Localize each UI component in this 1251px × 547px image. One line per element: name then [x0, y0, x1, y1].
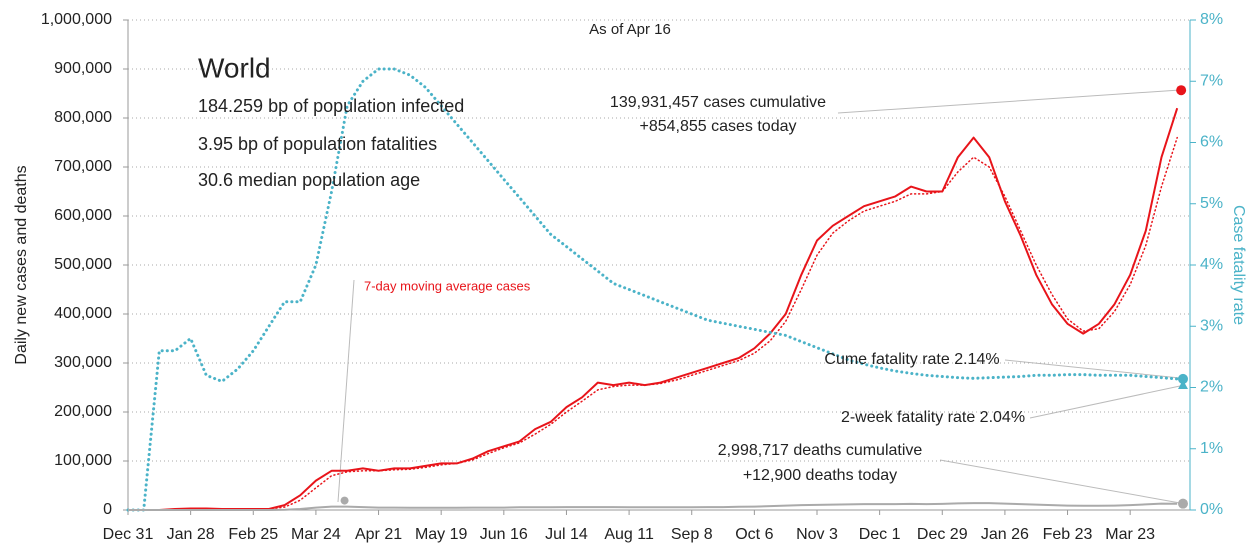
series-line — [128, 107, 1179, 511]
y-tick-label: 700,000 — [54, 158, 112, 175]
x-tick-label: May 19 — [415, 526, 468, 543]
x-tick-label: Feb 23 — [1043, 526, 1093, 543]
y-tick-label: 400,000 — [54, 305, 112, 322]
y-tick-label: 300,000 — [54, 354, 112, 371]
x-tick-label: Jun 16 — [480, 526, 528, 543]
y2-tick-label: 3% — [1200, 317, 1223, 334]
x-tick-label: Jan 28 — [167, 526, 215, 543]
y2-axis-title: Case fatality rate — [1230, 205, 1247, 325]
annotation: 184.259 bp of population infected — [198, 96, 464, 116]
y-tick-label: 500,000 — [54, 256, 112, 273]
series-line — [127, 136, 1178, 511]
y2-tick-label: 7% — [1200, 72, 1223, 89]
connector — [1004, 359, 1181, 379]
connectors — [337, 89, 1181, 504]
annotation: Cume fatality rate 2.14% — [824, 351, 999, 368]
y-tick-label: 800,000 — [54, 109, 112, 126]
x-tick-label: Sep 8 — [671, 526, 713, 543]
annotation: World — [198, 52, 271, 83]
y2-tick-label: 6% — [1200, 134, 1223, 151]
y2-tick-label: 8% — [1200, 11, 1223, 28]
two-week-marker — [1178, 380, 1188, 390]
x-tick-label: Oct 6 — [735, 526, 773, 543]
x-tick-label: Jul 14 — [545, 526, 588, 543]
y2-tick-label: 2% — [1200, 379, 1223, 396]
x-tick-label: Feb 25 — [228, 526, 278, 543]
x-tick-label: Dec 29 — [917, 526, 968, 543]
x-tick-label: Jan 26 — [981, 526, 1029, 543]
y-tick-label: 100,000 — [54, 452, 112, 469]
end-marker — [1178, 373, 1188, 384]
y-axis-title: Daily new cases and deaths — [13, 165, 30, 364]
annotation: 3.95 bp of population fatalities — [198, 134, 437, 154]
y-tick-label: 200,000 — [54, 403, 112, 420]
connector — [939, 459, 1181, 504]
legend-label: 7-day moving average cases — [364, 278, 531, 293]
y2-tick-label: 0% — [1200, 501, 1223, 518]
annotation: +854,855 cases today — [639, 118, 796, 135]
annotation: 2-week fatality rate 2.04% — [841, 409, 1025, 426]
annotation: 2,998,717 deaths cumulative — [718, 442, 923, 459]
x-tick-label: Aug 11 — [604, 526, 654, 543]
x-tick-label: Dec 1 — [859, 526, 901, 543]
x-tick-label: Mar 24 — [291, 526, 341, 543]
y-tick-label: 0 — [103, 501, 112, 518]
y2-tick-label: 4% — [1200, 256, 1223, 273]
series-line — [126, 67, 1179, 512]
end-marker — [1178, 498, 1188, 509]
connector — [337, 279, 355, 503]
x-tick-label: Nov 3 — [796, 526, 838, 543]
x-tick-label: Dec 31 — [103, 526, 154, 543]
connector — [1029, 385, 1181, 419]
annotation: +12,900 deaths today — [743, 467, 897, 484]
y2-tick-label: 1% — [1200, 440, 1223, 457]
annotation: 139,931,457 cases cumulative — [610, 94, 826, 111]
x-tick-label: Apr 21 — [355, 526, 402, 543]
connector — [837, 89, 1181, 114]
point-marker — [340, 496, 349, 505]
y-tick-label: 900,000 — [54, 60, 112, 77]
annotation: 30.6 median population age — [198, 170, 420, 190]
y-tick-label: 1,000,000 — [41, 11, 112, 28]
y2-tick-label: 5% — [1200, 195, 1223, 212]
series-line — [128, 502, 1178, 511]
x-tick-label: Mar 23 — [1105, 526, 1155, 543]
chart-title: As of Apr 16 — [589, 21, 671, 38]
y-tick-label: 600,000 — [54, 207, 112, 224]
end-marker — [1176, 85, 1187, 96]
